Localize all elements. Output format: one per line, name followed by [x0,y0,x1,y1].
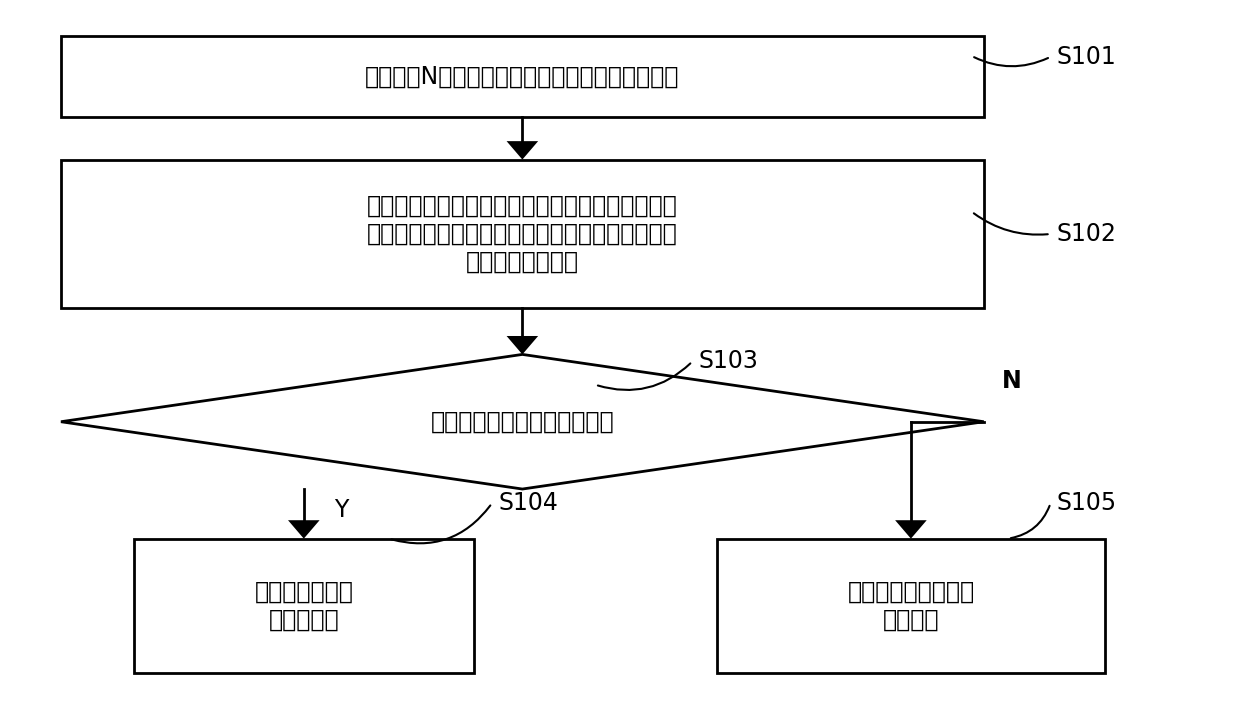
Text: S103: S103 [699,349,758,374]
Text: Y: Y [335,498,348,522]
Text: 将获取到的各时间粒度内到达小区的干扰信号功率
与第一阈值比较，统计干扰信号功率大于所述第一
阈值的时间粒度数: 将获取到的各时间粒度内到达小区的干扰信号功率 与第一阈值比较，统计干扰信号功率大… [367,194,678,274]
Text: S104: S104 [498,491,558,515]
Text: 分别获取N个时间粒度内到达小区的干扰信号功率: 分别获取N个时间粒度内到达小区的干扰信号功率 [366,64,679,88]
FancyArrowPatch shape [392,505,491,543]
Text: 相应小区存在上
行外部干扰: 相应小区存在上 行外部干扰 [254,580,353,632]
Polygon shape [507,141,538,160]
Text: N: N [1002,369,1022,393]
Polygon shape [287,521,320,539]
Text: S102: S102 [1057,222,1116,246]
Bar [61,35,984,117]
Bar [61,160,984,308]
Bar [134,539,473,673]
Text: S105: S105 [1057,491,1116,515]
Polygon shape [895,521,927,539]
FancyArrowPatch shape [1011,506,1049,538]
Text: S101: S101 [1057,45,1116,69]
Text: 相应小区不存在上行
外部干扰: 相应小区不存在上行 外部干扰 [847,580,975,632]
FancyArrowPatch shape [974,57,1048,67]
FancyArrowPatch shape [974,213,1048,235]
Polygon shape [507,336,538,354]
Polygon shape [61,354,984,489]
Text: 时间粒度数是否大于第二阈值: 时间粒度数是否大于第二阈值 [430,410,615,434]
FancyArrowPatch shape [598,364,690,390]
Bar [716,539,1105,673]
